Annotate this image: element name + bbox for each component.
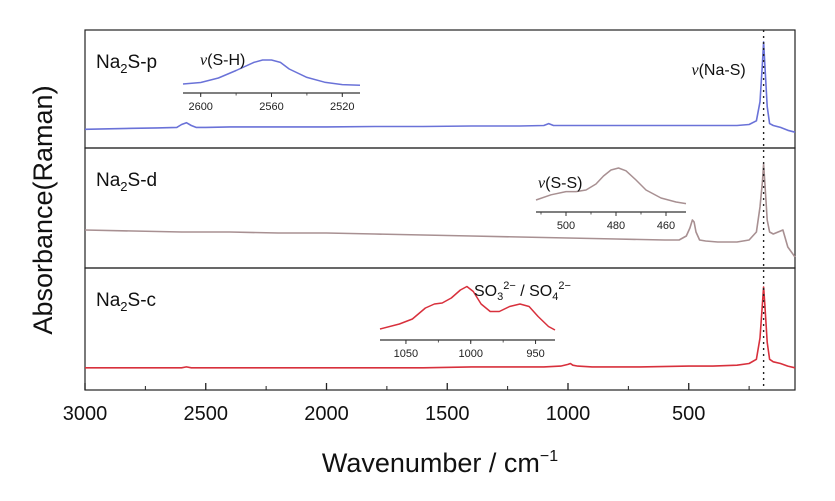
x-tick-label: 1000 <box>546 403 591 425</box>
inset-tick-label: 2600 <box>188 101 212 113</box>
inset-tick-label: 1000 <box>458 348 482 360</box>
inset-label-s-s: ν(S-S) <box>538 175 582 192</box>
x-axis: 3000 2500 2000 1500 1000 500 <box>63 383 750 425</box>
inset-tick-label: 2560 <box>259 101 283 113</box>
inset-tick-label: 460 <box>657 220 675 232</box>
panel-frame-middle <box>84 147 796 269</box>
inset-na2s-p: 2600 2560 2520 <box>182 49 361 113</box>
series-line-na2s-c <box>85 286 796 369</box>
panel-label-na2s-p: Na2S-p <box>96 52 157 76</box>
inset-na2s-c: 1050 1000 950 <box>379 276 556 360</box>
inset-line <box>535 167 687 205</box>
series-line-na2s-d <box>84 163 796 258</box>
inset-line <box>182 59 361 86</box>
x-axis-title: Wavenumber / cm−1 <box>322 448 558 478</box>
y-axis-title: Absorbance(Raman) <box>28 85 58 334</box>
inset-na2s-d: 500 480 460 <box>535 158 687 232</box>
inset-tick-label: 2520 <box>330 101 354 113</box>
panel-label-na2s-c: Na2S-c <box>96 290 156 314</box>
inset-label-sulfate: SO32− / SO42− <box>474 280 571 303</box>
inset-tick-label: 950 <box>526 348 544 360</box>
x-tick-label: 2000 <box>304 403 349 425</box>
inset-background <box>183 49 360 93</box>
inset-tick-label: 480 <box>607 220 625 232</box>
x-tick-label: 1500 <box>425 403 470 425</box>
inset-background <box>536 158 686 212</box>
series-layer <box>84 41 796 369</box>
inset-tick-label: 1050 <box>394 348 418 360</box>
x-tick-label: 2500 <box>183 403 228 425</box>
x-tick-label: 3000 <box>63 403 108 425</box>
series-line-na2s-p <box>84 41 796 133</box>
panel-frames <box>84 29 796 391</box>
x-tick-label: 500 <box>672 403 705 425</box>
inset-tick-label: 500 <box>557 220 575 232</box>
na-s-marker-label: ν(Na-S) <box>691 62 745 79</box>
inset-layer: 2600 2560 2520 500 480 460 1050 1000 950 <box>182 49 687 360</box>
panel-label-na2s-d: Na2S-d <box>96 170 157 194</box>
inset-line <box>379 285 556 331</box>
inset-label-s-h: ν(S-H) <box>200 52 245 69</box>
panel-frame-bottom <box>84 267 796 391</box>
